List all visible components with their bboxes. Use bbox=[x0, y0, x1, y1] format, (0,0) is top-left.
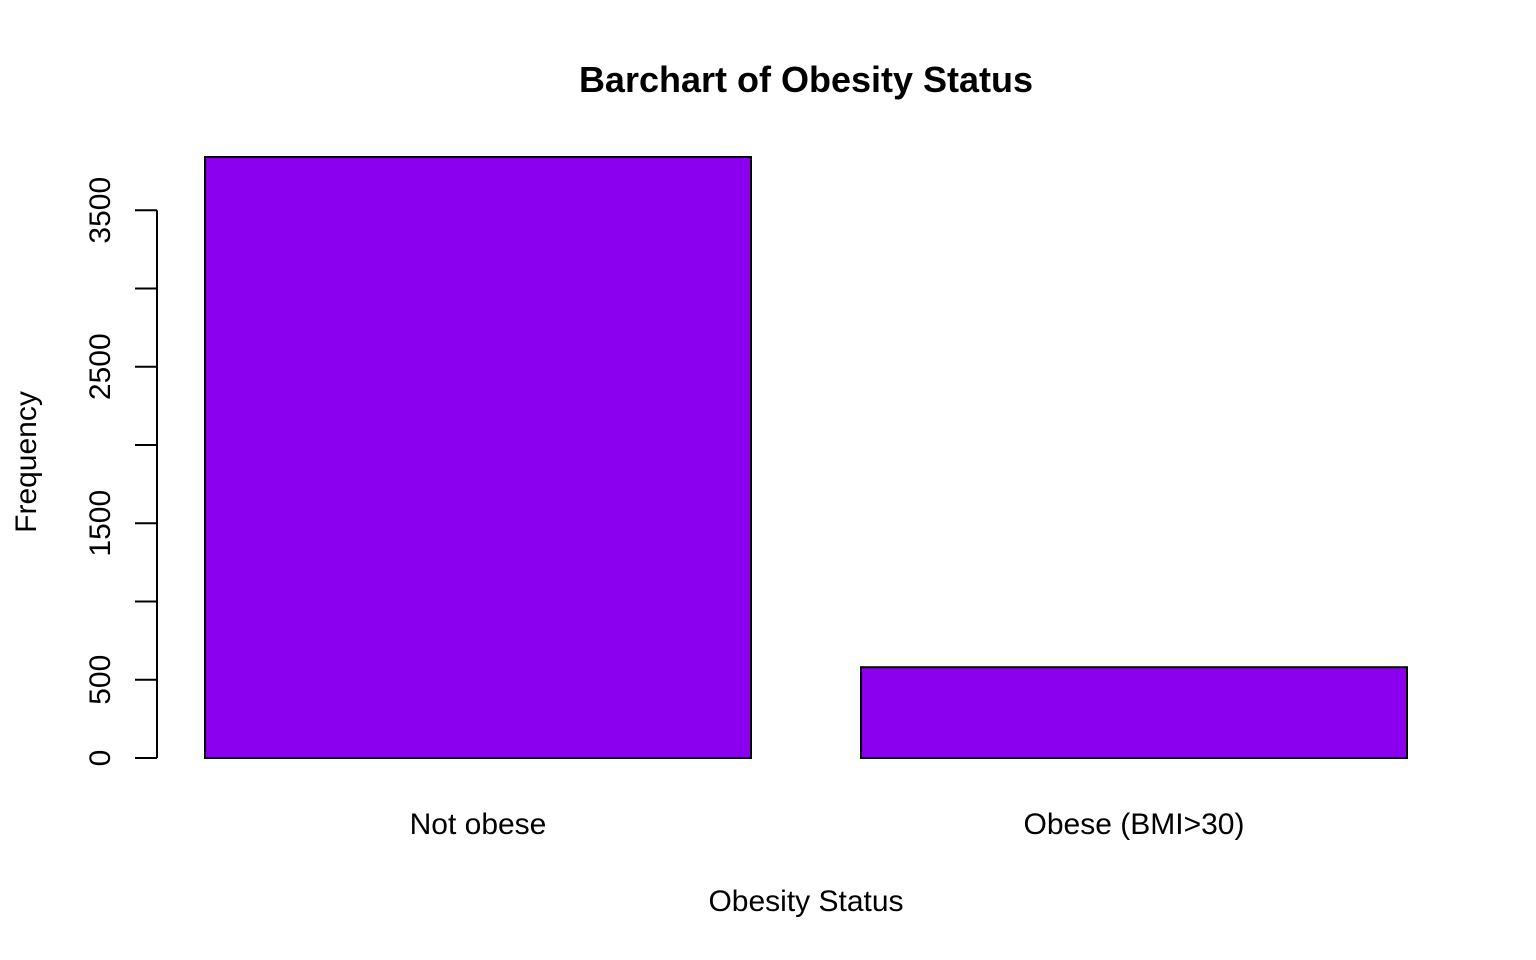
y-tick-label: 0 bbox=[84, 750, 117, 767]
y-tick-label: 3500 bbox=[84, 177, 117, 244]
chart-title: Barchart of Obesity Status bbox=[579, 59, 1033, 100]
bar-obese-bmi-30 bbox=[860, 666, 1408, 759]
y-tick-label: 2500 bbox=[84, 333, 117, 400]
y-axis-label: Frequency bbox=[10, 391, 43, 533]
x-axis-label: Obesity Status bbox=[708, 885, 903, 918]
x-axis-tick-labels: Not obese Obese (BMI>30) bbox=[410, 808, 1245, 841]
x-tick-label: Obese (BMI>30) bbox=[1024, 808, 1245, 841]
bar-not-obese bbox=[204, 156, 752, 759]
x-tick-label: Not obese bbox=[410, 808, 547, 841]
y-tick-label: 500 bbox=[84, 655, 117, 705]
y-axis: 0 500 1500 2500 3500 bbox=[84, 177, 158, 767]
y-tick-label: 1500 bbox=[84, 490, 117, 557]
bars-group bbox=[204, 156, 1408, 759]
